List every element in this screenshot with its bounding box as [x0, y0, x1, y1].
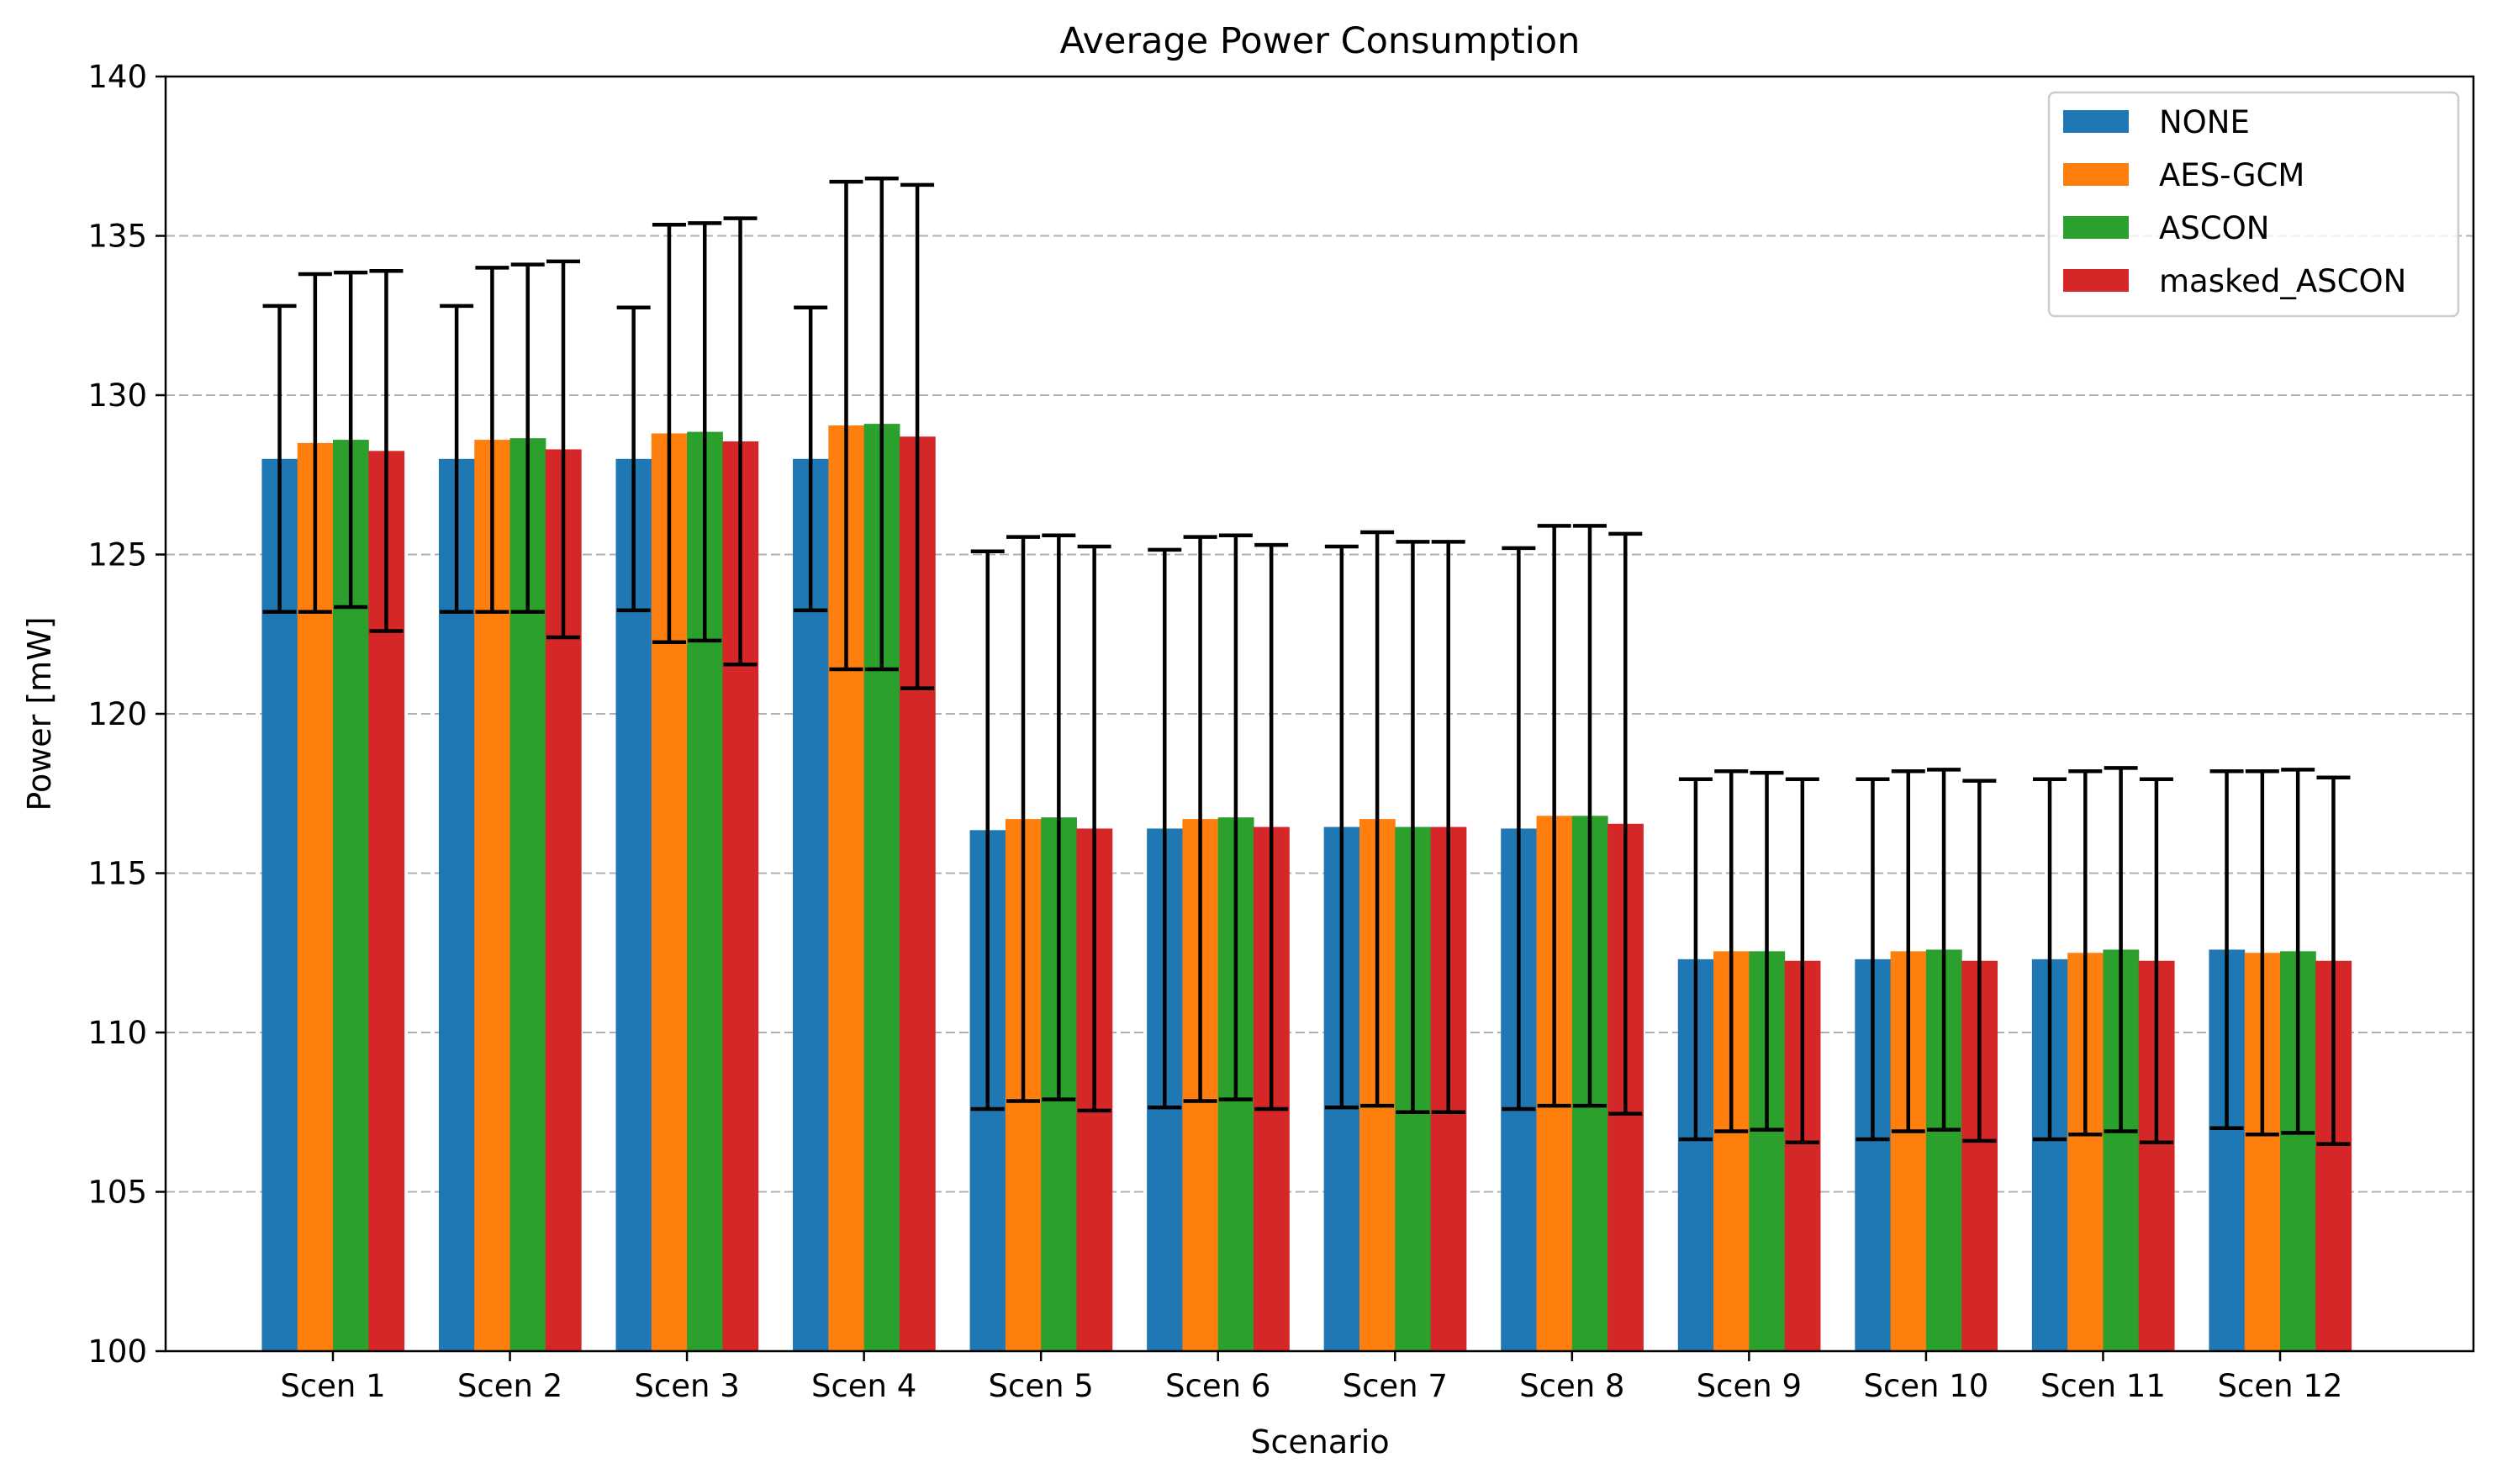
y-axis-label: Power [mW]	[21, 616, 58, 811]
error-bar-masked-ascon-11	[2139, 777, 2173, 1145]
error-bar-none-12	[2209, 768, 2244, 1130]
error-bar-none-11	[2033, 777, 2067, 1142]
legend-label: NONE	[2159, 104, 2250, 140]
error-bar-none-7	[1324, 544, 1359, 1110]
y-tick-label: 130	[87, 378, 147, 414]
error-bar-none-4	[794, 305, 828, 613]
error-bar-ascon-10	[1927, 768, 1961, 1132]
x-tick-label: Scen 1	[280, 1368, 385, 1404]
error-bar-aes-gcm-5	[1006, 535, 1041, 1103]
x-tick-label: Scen 3	[634, 1368, 739, 1404]
error-bar-masked-ascon-5	[1077, 544, 1111, 1113]
error-bar-ascon-9	[1750, 770, 1784, 1132]
legend-swatch-aes-gcm	[2063, 163, 2129, 186]
error-bar-aes-gcm-4	[829, 179, 863, 672]
error-bar-masked-ascon-10	[1962, 779, 1997, 1143]
x-tick-label: Scen 10	[1863, 1368, 1988, 1404]
error-bar-masked-ascon-4	[900, 182, 935, 690]
error-bar-aes-gcm-2	[475, 266, 509, 614]
error-bar-aes-gcm-6	[1183, 535, 1217, 1103]
error-bar-ascon-3	[688, 221, 722, 643]
error-bar-masked-ascon-2	[546, 259, 580, 640]
y-tick-label: 110	[87, 1015, 147, 1051]
error-bar-aes-gcm-9	[1714, 768, 1749, 1133]
error-bar-none-2	[440, 304, 474, 614]
error-bar-none-9	[1678, 777, 1713, 1142]
legend-swatch-masked-ascon	[2063, 269, 2129, 292]
error-bar-none-3	[616, 305, 651, 613]
legend-frame	[2047, 91, 2460, 318]
error-bar-masked-ascon-9	[1785, 777, 1819, 1145]
y-axis-ticks: 100 105 110 115 120 125 130 135 140	[87, 59, 166, 1370]
error-bar-none-8	[1502, 546, 1536, 1112]
x-tick-label: Scen 7	[1343, 1368, 1448, 1404]
error-bar-masked-ascon-1	[369, 268, 404, 633]
x-tick-label: Scen 11	[2040, 1368, 2166, 1404]
error-bar-aes-gcm-7	[1360, 530, 1395, 1108]
error-bars	[262, 177, 2351, 1146]
x-tick-label: Scen 2	[457, 1368, 562, 1404]
error-bar-none-6	[1148, 547, 1182, 1110]
x-tick-label: Scen 6	[1165, 1368, 1270, 1404]
error-bar-masked-ascon-12	[2316, 775, 2351, 1146]
error-bar-aes-gcm-8	[1537, 524, 1571, 1108]
error-bar-ascon-1	[334, 270, 368, 610]
x-tick-label: Scen 4	[811, 1368, 916, 1404]
y-tick-label: 140	[87, 59, 147, 95]
error-bar-none-10	[1856, 777, 1890, 1142]
error-bar-aes-gcm-12	[2245, 768, 2279, 1137]
error-bar-ascon-11	[2104, 766, 2138, 1133]
legend: NONE AES-GCM ASCON masked_ASCON	[2047, 91, 2460, 318]
error-bar-masked-ascon-7	[1431, 540, 1465, 1114]
legend-swatch-none	[2063, 110, 2129, 133]
y-tick-label: 125	[87, 537, 147, 573]
error-bar-masked-ascon-6	[1254, 542, 1289, 1112]
chart-title: Average Power Consumption	[1060, 20, 1581, 62]
y-tick-label: 135	[87, 219, 147, 255]
legend-swatch-ascon	[2063, 216, 2129, 239]
error-bar-masked-ascon-8	[1608, 531, 1643, 1116]
x-tick-label: Scen 8	[1519, 1368, 1624, 1404]
error-bar-ascon-5	[1042, 533, 1076, 1101]
error-bar-aes-gcm-11	[2068, 768, 2103, 1137]
y-tick-label: 105	[87, 1175, 147, 1211]
error-bar-ascon-7	[1396, 540, 1430, 1114]
error-bar-aes-gcm-10	[1891, 768, 1925, 1133]
legend-label: ASCON	[2159, 210, 2269, 246]
y-tick-label: 120	[87, 696, 147, 732]
error-bar-none-1	[262, 304, 297, 614]
error-bar-ascon-4	[864, 177, 899, 672]
error-bar-none-5	[970, 549, 1005, 1112]
error-bar-ascon-12	[2281, 768, 2315, 1135]
x-tick-label: Scen 5	[989, 1368, 1094, 1404]
x-tick-label: Scen 12	[2218, 1368, 2343, 1404]
error-bar-ascon-6	[1218, 533, 1253, 1101]
error-bar-masked-ascon-3	[723, 216, 758, 667]
x-axis-label: Scenario	[1250, 1423, 1389, 1460]
error-bar-ascon-2	[510, 262, 545, 614]
error-bar-aes-gcm-1	[298, 272, 332, 614]
legend-label: masked_ASCON	[2159, 263, 2406, 299]
legend-label: AES-GCM	[2159, 157, 2304, 193]
y-tick-label: 115	[87, 856, 147, 892]
error-bar-ascon-8	[1572, 524, 1607, 1108]
y-tick-label: 100	[87, 1333, 147, 1370]
x-axis-ticks: Scen 1 Scen 2 Scen 3 Scen 4 Scen 5 Scen 6 Scen…	[280, 1351, 2342, 1404]
error-bar-aes-gcm-3	[652, 222, 686, 644]
bars	[261, 424, 2352, 1352]
x-tick-label: Scen 9	[1697, 1368, 1802, 1404]
